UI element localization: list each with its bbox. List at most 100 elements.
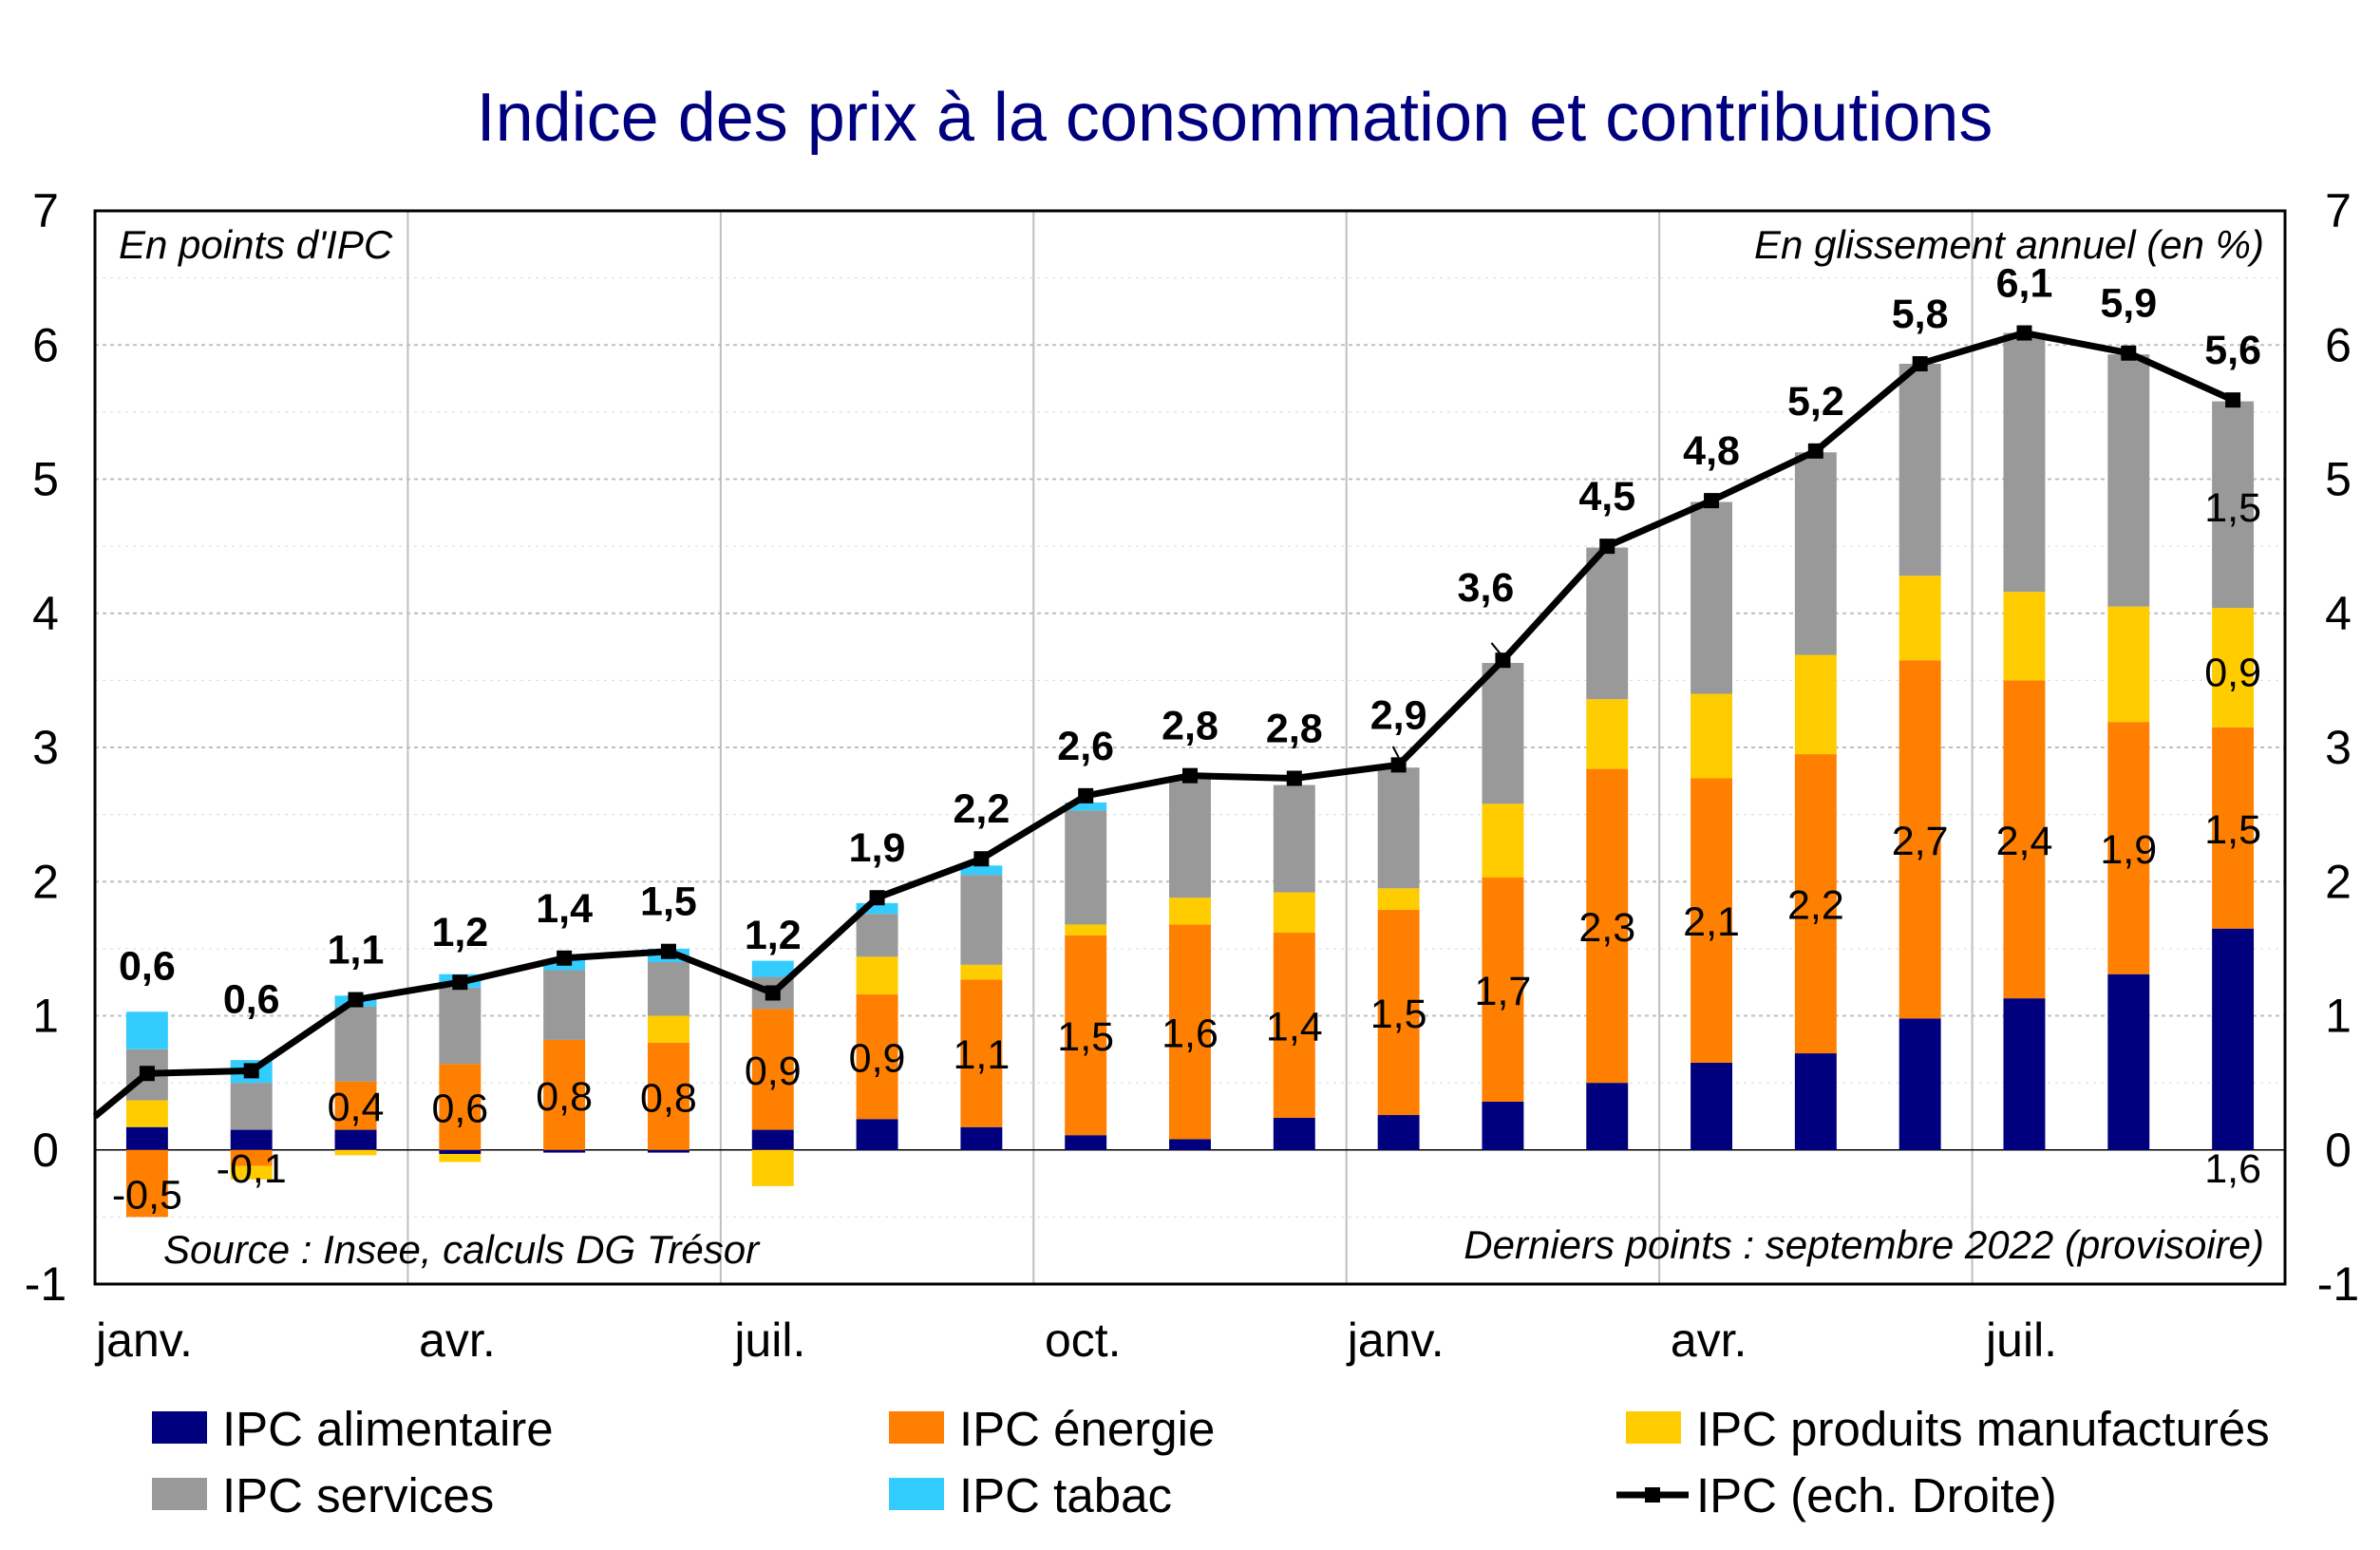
- x-tick-label: avr.: [419, 1314, 496, 1367]
- x-tick-label: juil.: [732, 1314, 805, 1367]
- source-note: Source : Insee, calculs DG Trésor: [163, 1227, 761, 1272]
- bar-energie: [125, 1149, 168, 1218]
- bar-services: [1586, 547, 1629, 700]
- ipc-value-label: 2,8: [1266, 706, 1323, 751]
- bar-energie: [1273, 932, 1315, 1118]
- last-points-note: Derniers points : septembre 2022 (provis…: [1464, 1222, 2264, 1267]
- ipc-value-label: 1,9: [849, 825, 906, 871]
- ipc-marker: [1495, 652, 1511, 669]
- energie-value-label: 0,8: [536, 1074, 593, 1120]
- ipc-value-label: 1,1: [328, 928, 385, 973]
- ipc-marker: [1807, 443, 1823, 459]
- right-tick-label: 7: [2325, 184, 2352, 237]
- right-tick-label: 6: [2325, 318, 2352, 371]
- bar-manufactures: [1691, 693, 1733, 779]
- right-axis-ticks: -1 0 1 2 3 4 5 6 7: [2317, 184, 2359, 1311]
- stacked-bars: [125, 332, 2255, 1218]
- energie-value-label: 1,6: [1162, 1011, 1218, 1056]
- left-tick-label: 0: [32, 1124, 59, 1177]
- bar-alimentaire: [1794, 1053, 1837, 1150]
- legend-label: IPC services: [222, 1468, 494, 1522]
- ipc-marker: [2121, 345, 2137, 361]
- ipc-value-label: 0,6: [223, 977, 280, 1023]
- ipc-marker: [1912, 356, 1928, 372]
- left-tick-label: 1: [32, 990, 59, 1043]
- alimentaire-value-label: 1,6: [2204, 1146, 2261, 1192]
- bar-manufactures: [1065, 924, 1107, 936]
- legend-swatch-energie: [889, 1411, 944, 1444]
- bar-services: [1377, 767, 1420, 889]
- bar-manufactures: [1794, 654, 1837, 755]
- ipc-marker: [660, 943, 676, 959]
- ipc-value-label: 2,9: [1370, 692, 1427, 738]
- bar-tabac: [751, 960, 794, 977]
- energie-value-label: 2,1: [1683, 899, 1740, 945]
- energie-value-label: 1,5: [1370, 992, 1427, 1037]
- ipc-value-label: 1,2: [745, 913, 802, 958]
- gridlines: [95, 211, 2285, 1284]
- legend-label: IPC alimentaire: [222, 1402, 554, 1456]
- ipc-value-label: 2,8: [1162, 704, 1218, 749]
- bar-manufactures: [1482, 803, 1524, 879]
- bar-tabac: [960, 865, 1003, 876]
- bar-manufactures: [1273, 892, 1315, 933]
- ipc-marker: [1078, 787, 1094, 803]
- bar-services: [334, 1006, 377, 1082]
- bar-energie: [751, 1009, 794, 1130]
- ipc-marker: [348, 992, 364, 1008]
- ipc-marker: [1182, 767, 1198, 784]
- ipc-marker: [1704, 493, 1720, 509]
- bar-energie: [1377, 909, 1420, 1116]
- ipc-marker: [452, 974, 468, 991]
- legend-swatch-alimentaire: [152, 1411, 207, 1444]
- bar-alimentaire: [1586, 1083, 1629, 1150]
- bar-alimentaire: [1065, 1135, 1107, 1150]
- right-axis-note: En glissement annuel (en %): [1754, 222, 2264, 267]
- energie-value-label: 2,7: [1892, 819, 1949, 864]
- bar-manufactures: [1586, 699, 1629, 769]
- ipc-value-label: 5,8: [1892, 292, 1949, 337]
- energie-value-label: -0,5: [112, 1172, 182, 1218]
- ipc-value-label: 2,6: [1057, 724, 1114, 769]
- energie-value-label: 1,9: [2100, 827, 2157, 873]
- bar-alimentaire: [647, 1149, 689, 1153]
- bar-manufactures: [960, 964, 1003, 980]
- manufactures-value-label: 0,9: [2204, 650, 2261, 695]
- bar-manufactures: [125, 1100, 168, 1127]
- x-tick-label: oct.: [1045, 1314, 1122, 1367]
- bar-alimentaire: [1377, 1115, 1420, 1150]
- bar-alimentaire: [1169, 1139, 1211, 1150]
- bar-energie: [1586, 768, 1629, 1084]
- bar-energie: [439, 1064, 482, 1150]
- ipc-line-path: [92, 330, 2235, 1120]
- ipc-marker: [2016, 325, 2032, 341]
- bar-services: [856, 914, 898, 957]
- ipc-value-label: 4,5: [1578, 474, 1635, 520]
- label-leader: [1490, 642, 1502, 655]
- energie-value-label: 0,4: [328, 1085, 385, 1130]
- left-tick-label: 4: [32, 587, 59, 640]
- ipc-line: [92, 325, 2241, 1120]
- energie-value-label: 0,6: [431, 1087, 488, 1132]
- right-tick-label: 4: [2325, 587, 2352, 640]
- bar-manufactures: [230, 1165, 273, 1180]
- energie-value-label: 0,9: [745, 1049, 802, 1094]
- legend-swatch-tabac: [889, 1478, 944, 1510]
- right-tick-label: 5: [2325, 453, 2352, 506]
- chart-title: Indice des prix à la consommation et con…: [477, 80, 1993, 156]
- bar-manufactures: [2212, 608, 2255, 728]
- bar-alimentaire: [856, 1119, 898, 1150]
- energie-value-label: 1,4: [1266, 1004, 1323, 1049]
- bar-energie: [543, 1039, 586, 1150]
- ipc-value-label: 5,6: [2204, 328, 2261, 373]
- bar-energie: [2003, 680, 2046, 999]
- bar-alimentaire: [543, 1149, 586, 1153]
- bar-tabac: [125, 1011, 168, 1049]
- bar-alimentaire: [439, 1149, 482, 1154]
- ipc-value-label: 0,6: [119, 943, 176, 989]
- bar-manufactures: [2107, 606, 2150, 723]
- ipc-value-label: 6,1: [1996, 261, 2053, 307]
- label-leader: [1391, 746, 1400, 758]
- left-tick-label: 3: [32, 721, 59, 774]
- bar-energie: [1691, 778, 1733, 1063]
